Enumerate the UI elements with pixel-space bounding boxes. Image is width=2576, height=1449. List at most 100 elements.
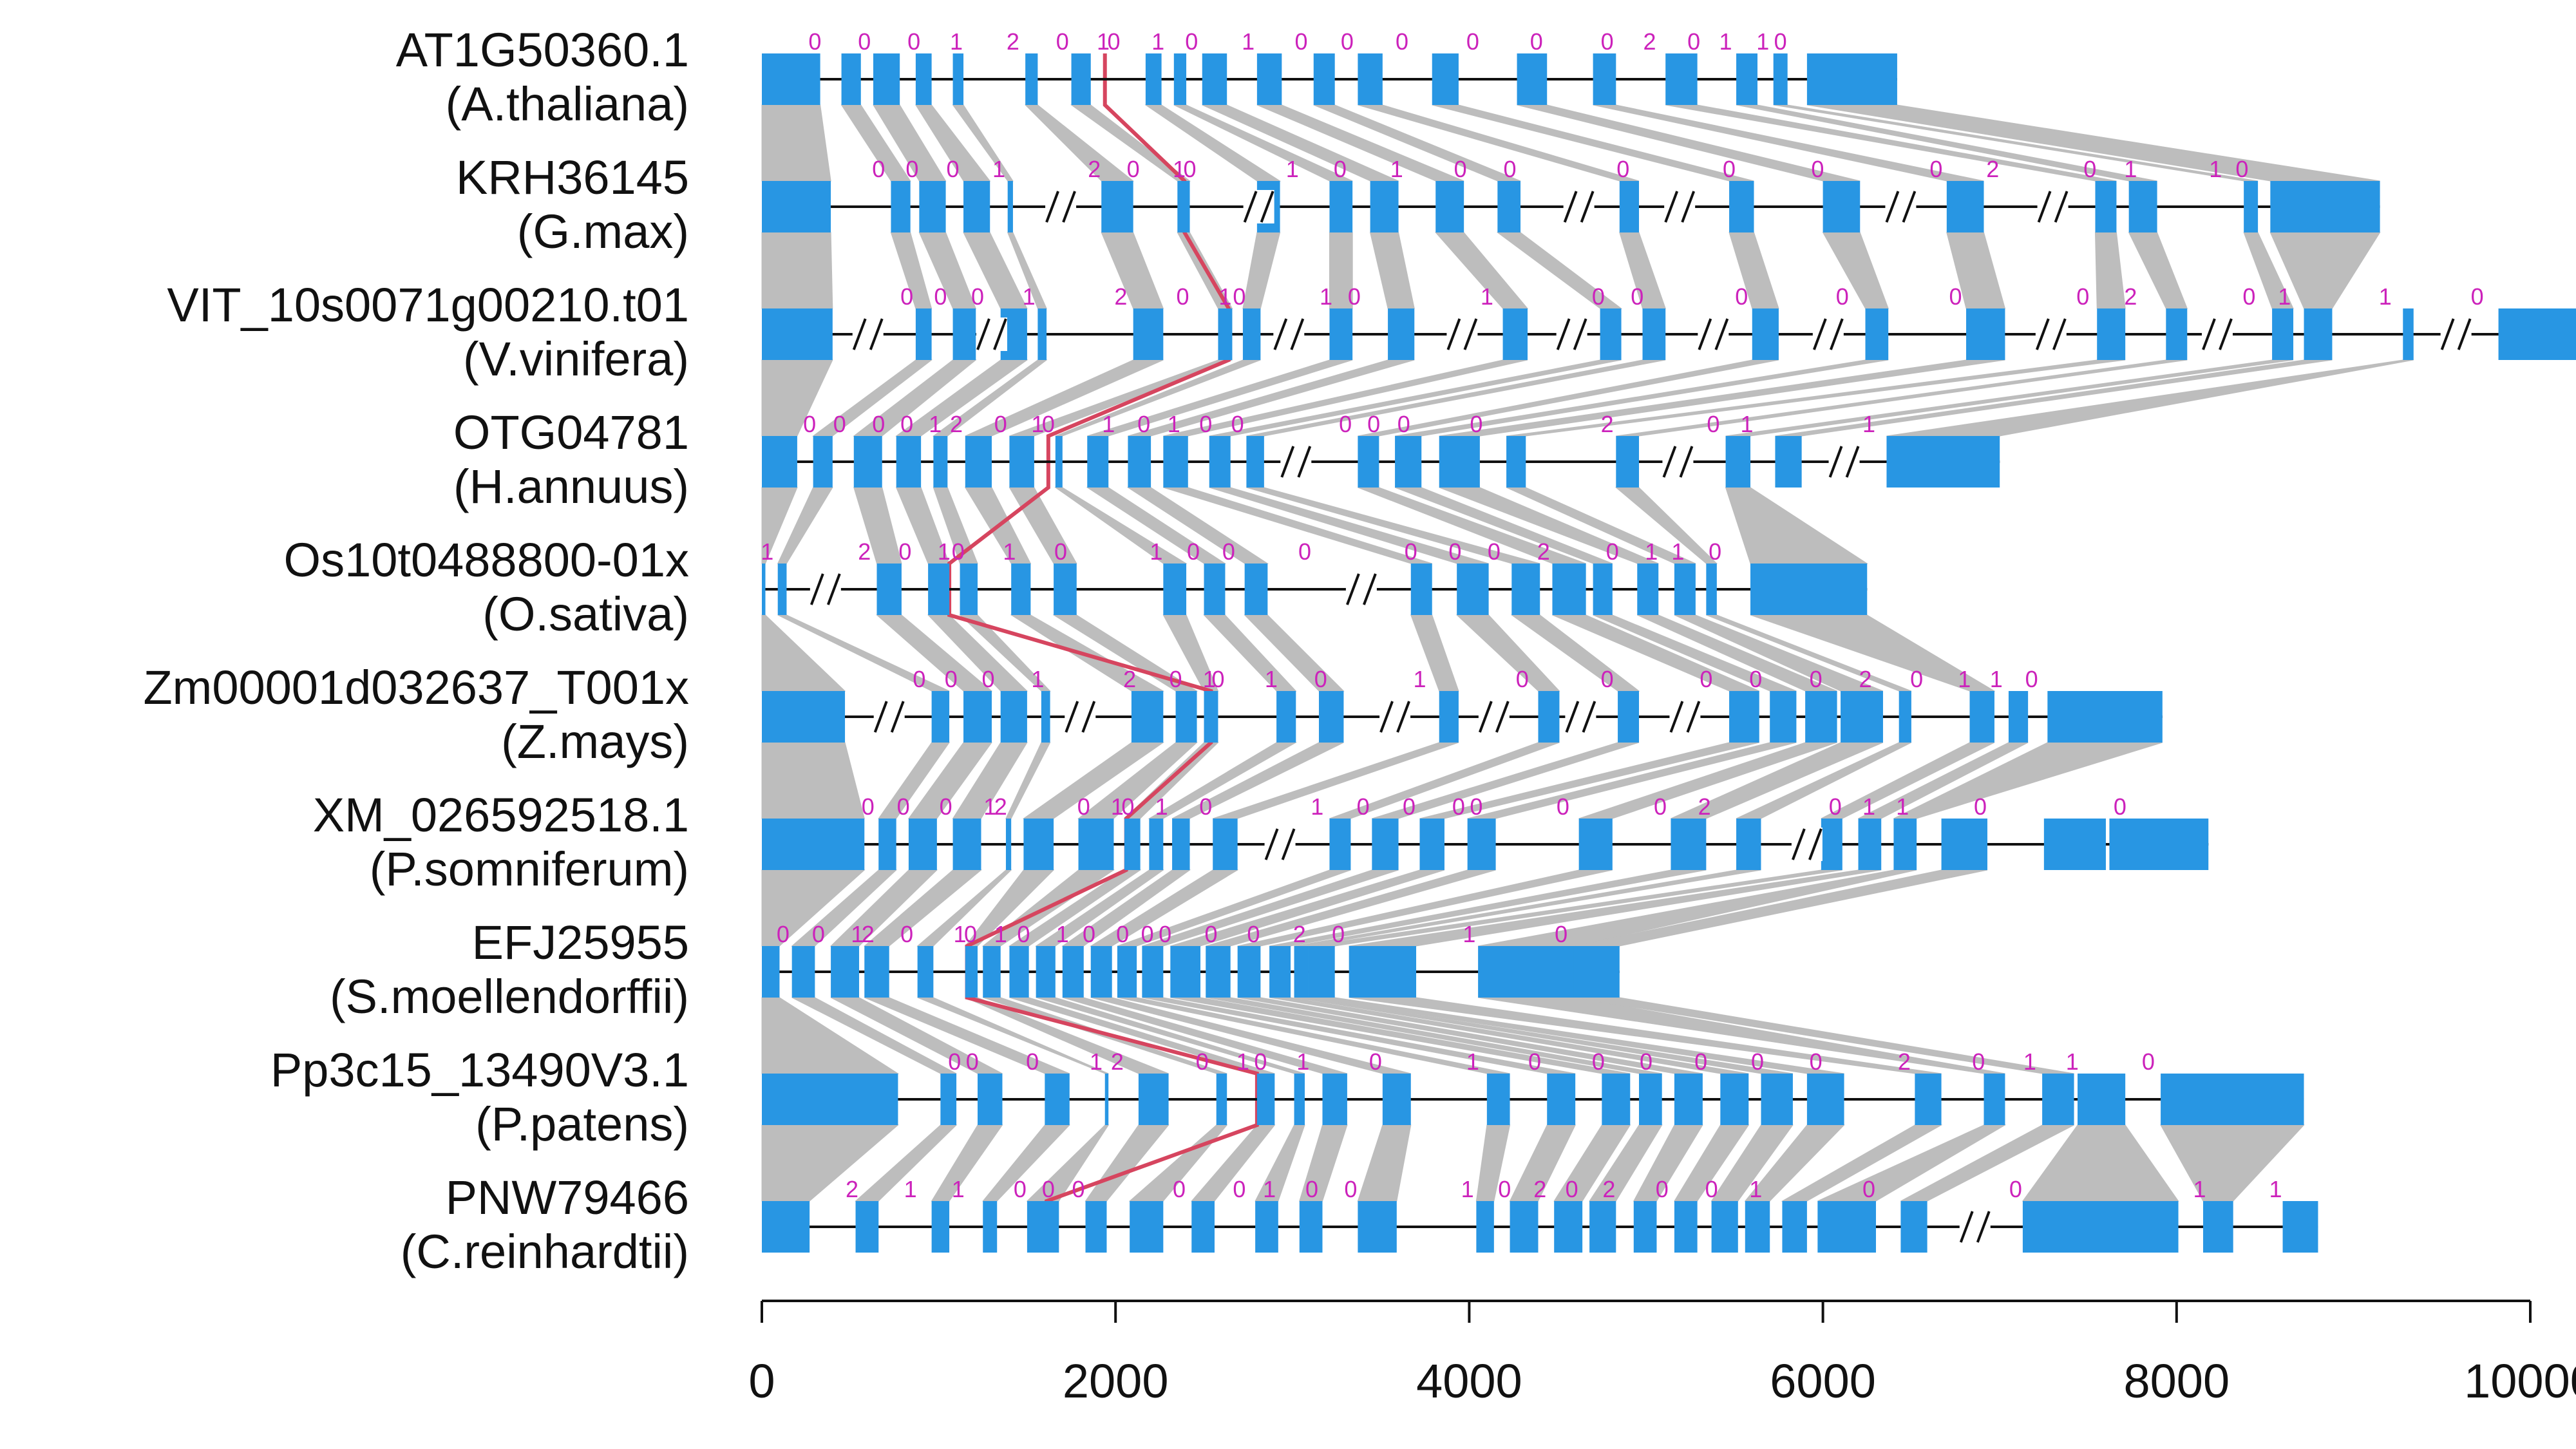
break-slash (1446, 318, 1461, 350)
intron-phase-label: 1 (2023, 1048, 2036, 1075)
exon-box (1770, 691, 1797, 743)
exon-box (1007, 181, 1013, 232)
intron-phase-label: 0 (1314, 666, 1327, 692)
intron-phase-label: 0 (952, 538, 965, 565)
exon-box (1329, 308, 1353, 360)
exon-box (1276, 691, 1296, 743)
homology-connector (761, 359, 833, 437)
intron-phase-label: 1 (1466, 1048, 1479, 1075)
intron-phase-label: 0 (1974, 793, 1987, 820)
exon-box (1027, 1201, 1059, 1253)
intron-phase-label: 1 (1741, 411, 1754, 437)
exon-box (1216, 1074, 1227, 1125)
intron-phase-label: 0 (1810, 666, 1823, 692)
axis-break-mark (873, 700, 905, 734)
exon-box (864, 946, 889, 998)
intron-phase-label: 0 (1656, 1176, 1669, 1202)
break-slash (1580, 191, 1595, 223)
exon-box (1177, 181, 1190, 232)
intron-phase-label: 0 (1530, 28, 1543, 55)
break-gap (1959, 1210, 1991, 1244)
intron-phase-label: 0 (1295, 28, 1308, 55)
exon-box (1674, 564, 1696, 615)
exon-box (1578, 819, 1613, 870)
exon-box (1329, 181, 1353, 232)
intron-phase-label: 1 (2269, 1176, 2282, 1202)
x-axis-tick-label: 6000 (1770, 1354, 1876, 1408)
intron-phase-label: 2 (1537, 538, 1550, 565)
exon-box (2498, 308, 2576, 360)
intron-phase-label: 1 (2379, 283, 2392, 310)
break-slash (1260, 191, 1274, 223)
exon-box (2042, 1074, 2074, 1125)
intron-phase-label: 0 (1606, 538, 1619, 565)
exon-box (1984, 1074, 2005, 1125)
break-gap (1379, 700, 1411, 734)
exon-box (1322, 1074, 1347, 1125)
break-slash (1582, 701, 1596, 733)
exon-box (1242, 308, 1261, 360)
exon-box (1130, 1201, 1164, 1253)
intron-phase-label: 0 (994, 411, 1007, 437)
exon-box (1256, 53, 1282, 105)
axis-break-mark (1664, 190, 1696, 223)
axis-break-mark (1556, 317, 1587, 351)
exon-box (1729, 691, 1759, 743)
intron-phase-label: 2 (1602, 1176, 1615, 1202)
exon-box (1041, 691, 1050, 743)
break-slash (1264, 828, 1279, 860)
species-label: (O.sativa) (482, 587, 689, 641)
intron-phase-label: 1 (929, 411, 942, 437)
axis-break-mark (2037, 190, 2069, 223)
intron-phase-label: 1 (1320, 283, 1332, 310)
intron-phase-label: 0 (940, 793, 952, 820)
exon-box (878, 819, 896, 870)
exon-box (1674, 1074, 1703, 1125)
intron-phase-label: 2 (1114, 283, 1127, 310)
exon-box (1439, 436, 1480, 488)
intron-phase-label: 1 (1463, 921, 1475, 947)
exon-box (1736, 53, 1757, 105)
intron-phase-label: 0 (1199, 411, 1212, 437)
intron-phase-label: 0 (1601, 666, 1614, 692)
exon-box (762, 308, 833, 360)
break-slash (1812, 318, 1827, 350)
exon-box (965, 436, 992, 488)
intron-phase-label: 0 (1403, 793, 1416, 820)
exon-box (1725, 436, 1751, 488)
break-slash (1976, 1211, 1991, 1243)
break-slash (2037, 191, 2052, 223)
intron-phase-label: 0 (1735, 283, 1748, 310)
intron-phase-label: 0 (1014, 1176, 1027, 1202)
exon-box (2202, 1201, 2233, 1253)
intron-phase-label: 0 (1127, 156, 1140, 182)
intron-phase-label: 0 (1298, 538, 1311, 565)
exon-box (1619, 181, 1640, 232)
intron-phase-label: 0 (1910, 666, 1923, 692)
exon-box (1023, 819, 1054, 870)
intron-phase-label: 0 (1592, 1048, 1605, 1075)
exon-box (1133, 308, 1164, 360)
gene-track: 0 0 0 0 1 2 0 10 1 0 1 0 0 0 0 0 0 2 0 1 1 (762, 411, 2000, 488)
exon-box (762, 1074, 898, 1125)
homology-connector (1101, 232, 1164, 309)
exon-box (1506, 436, 1526, 488)
intron-phase-label: 0 (1470, 411, 1482, 437)
exon-box (908, 819, 937, 870)
exon-box (1589, 1201, 1616, 1253)
intron-phase-label: 0 (1631, 283, 1643, 310)
exon-box (1237, 946, 1261, 998)
intron-phase-label: 0 (1654, 793, 1667, 820)
break-slash (1686, 701, 1701, 733)
intron-phase-label: 1 (2124, 156, 2137, 182)
exon-box (1618, 691, 1640, 743)
exon-box (915, 53, 932, 105)
exon-box (762, 436, 797, 488)
axis-break-mark (1045, 190, 1077, 223)
gene-track: 0 0 12 0 10 1 0 1 0 0 0 0 0 0 2 0 1 0 (762, 921, 1620, 998)
axis-break-mark (1273, 317, 1305, 351)
exon-box (1255, 1201, 1278, 1253)
